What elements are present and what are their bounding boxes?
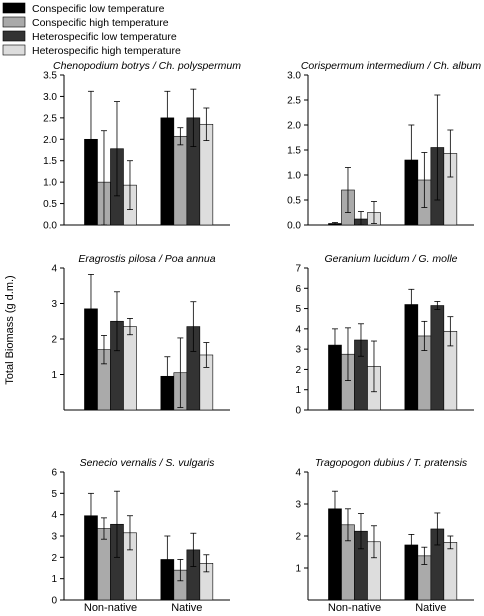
chart-title: Tragopogon dubius / T. pratensis	[315, 457, 468, 469]
legend-label: Heterospecific high temperature	[32, 45, 181, 57]
y-tick-label: 1.0	[287, 171, 301, 182]
y-tick-label: 3	[295, 345, 301, 356]
y-tick-label: 0.5	[43, 199, 57, 210]
legend-swatch	[2, 30, 26, 42]
chart-panel: Chenopodium botrys / Ch. polyspermum 0.0 0…	[43, 60, 241, 232]
legend-label: Heterospecific low temperature	[32, 31, 177, 43]
y-tick-label: 0	[51, 596, 57, 607]
legend-label: Conspecific low temperature	[32, 3, 165, 15]
y-tick-label: 1	[295, 385, 301, 396]
y-tick-label: 4	[51, 510, 57, 521]
y-tick-label: 2.5	[43, 113, 57, 124]
y-tick-label: 2	[295, 365, 301, 376]
panels: Chenopodium botrys / Ch. polyspermum 0.0 0…	[43, 60, 481, 607]
y-tick-label: 2.0	[287, 121, 301, 132]
x-category-label: Non-native	[84, 602, 137, 614]
legend-label: Conspecific high temperature	[32, 17, 169, 29]
bar	[443, 542, 458, 601]
x-category-label: Native	[415, 602, 446, 614]
y-tick-label: 5	[295, 304, 301, 315]
y-tick-label: 0.0	[287, 221, 301, 232]
y-tick-label: 2	[295, 532, 301, 543]
y-tick-label: 6	[51, 468, 57, 479]
y-tick-label: 5	[51, 489, 57, 500]
chart-title: Corispermum intermedium / Ch. album	[301, 60, 482, 72]
y-tick-label: 2.0	[43, 135, 57, 146]
y-tick-label: 3.0	[287, 71, 301, 82]
bar	[173, 135, 188, 226]
chart-panel: Corispermum intermedium / Ch. album 0.0 0.…	[287, 60, 481, 232]
chart-panel: Eragrostis pilosa / Poa annua 1 2 3 4	[51, 253, 230, 411]
y-tick-label: 7	[295, 264, 301, 275]
chart-title: Chenopodium botrys / Ch. polyspermum	[53, 60, 241, 72]
y-tick-label: 0.5	[287, 196, 301, 207]
chart-title: Geranium lucidum / G. molle	[324, 253, 457, 265]
legend-swatch	[2, 2, 26, 14]
chart-panel: Tragopogon dubius / T. pratensis 1 2 3 4	[295, 457, 474, 601]
legend-swatch	[2, 16, 26, 28]
y-tick-label: 4	[295, 324, 301, 335]
y-axis-label: Total Biomass (g d.m.)	[4, 275, 16, 384]
chart-title: Eragrostis pilosa / Poa annua	[78, 253, 215, 265]
x-category-label: Non-native	[328, 602, 381, 614]
chart-title: Senecio vernalis / S. vulgaris	[80, 457, 216, 469]
y-tick-label: 4	[51, 264, 57, 275]
y-tick-label: 1	[295, 564, 301, 575]
y-tick-label: 1	[51, 574, 57, 585]
y-tick-label: 1	[51, 370, 57, 381]
x-category-label: Native	[171, 602, 202, 614]
legend-swatch	[2, 44, 26, 56]
legend: Conspecific low temperature Conspecific h…	[2, 2, 181, 57]
y-tick-label: 6	[295, 284, 301, 295]
y-tick-label: 2	[51, 553, 57, 564]
chart-panel: Geranium lucidum / G. molle 0 1 2 3 4 5 6 7	[295, 253, 474, 417]
y-tick-label: 4	[295, 468, 301, 479]
y-tick-label: 3.5	[43, 71, 57, 82]
x-category-labels: Non-native Native Non-native Native	[84, 602, 447, 614]
y-tick-label: 3.0	[43, 92, 57, 103]
bar	[430, 305, 445, 411]
chart-panel: Senecio vernalis / S. vulgaris 0 1 2 3 4 5 6	[51, 457, 230, 607]
y-tick-label: 0.0	[43, 221, 57, 232]
y-tick-label: 3	[295, 500, 301, 511]
y-tick-label: 1.5	[287, 146, 301, 157]
y-tick-label: 0	[295, 406, 301, 417]
bar	[123, 326, 137, 411]
y-tick-label: 1.0	[43, 178, 57, 189]
y-tick-label: 3	[51, 532, 57, 543]
y-tick-label: 3	[51, 299, 57, 310]
y-tick-label: 2.5	[287, 96, 301, 107]
y-tick-label: 1.5	[43, 156, 57, 167]
y-tick-label: 2	[51, 335, 57, 346]
bar	[404, 304, 419, 411]
